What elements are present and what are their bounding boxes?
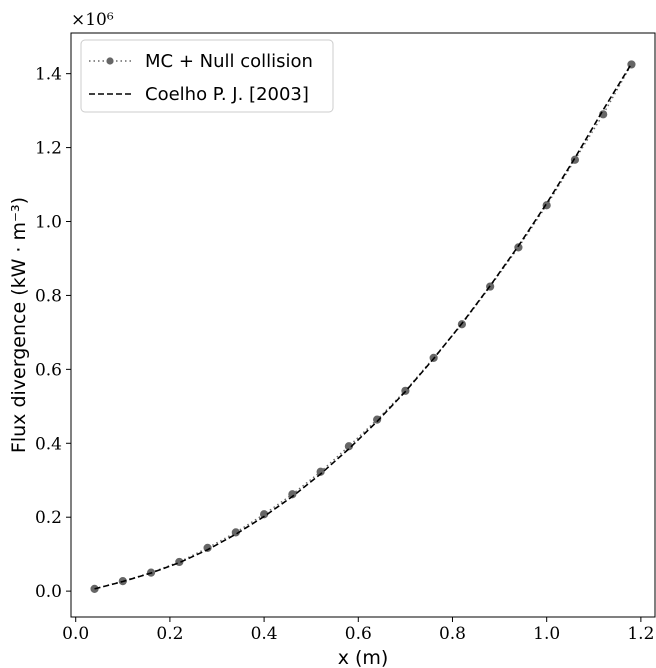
y-tick-label: 0.2 [35, 508, 62, 528]
series-mc-point [90, 584, 99, 594]
x-tick-label: 0.2 [156, 624, 183, 644]
axes-layer: 0.0 0.2 0.4 0.6 0.8 1.0 1.2 0.0 0.2 0.4 0.6 0.8 1.0 1… [35, 32, 656, 644]
series-layer [90, 60, 636, 594]
series-mc-point [288, 490, 297, 499]
y-tick-label: 1.4 [35, 65, 62, 85]
y-tick-label: 0.0 [35, 582, 62, 602]
x-tick-label: 0.0 [62, 624, 89, 644]
legend-label-mc: MC + Null collision [145, 51, 313, 72]
x-tick-label: 1.2 [627, 624, 654, 644]
legend-swatch-mc-marker [106, 57, 114, 65]
y-tick-label: 1.2 [35, 139, 62, 159]
legend-label-coelho: Coelho P. J. [2003] [145, 84, 309, 105]
series-mc-point [316, 467, 325, 476]
legend-swatch-mc [89, 57, 131, 65]
series-mc-point [514, 243, 523, 252]
legend-box [80, 39, 334, 113]
series-mc-line [94, 64, 633, 590]
y-offset-label: ×10⁶ [71, 10, 114, 30]
y-tick-label: 1.0 [35, 213, 62, 233]
x-axis-label: x (m) [338, 647, 389, 668]
series-mc-point [373, 415, 382, 424]
x-tick-label: 0.8 [439, 624, 466, 644]
y-axis-label: Flux divergence (kW · m⁻³) [8, 197, 30, 453]
series-coelho-line [94, 63, 633, 590]
axes-frame [70, 32, 656, 618]
x-tick-label: 0.4 [251, 624, 278, 644]
y-tick-label: 0.8 [35, 286, 62, 306]
y-tick-label: 0.4 [35, 434, 62, 454]
legend: MC + Null collision Coelho P. J. [2003] [80, 39, 334, 113]
x-tick-label: 0.6 [345, 624, 372, 644]
y-tick-label: 0.6 [35, 360, 62, 380]
x-tick-label: 1.0 [533, 624, 560, 644]
